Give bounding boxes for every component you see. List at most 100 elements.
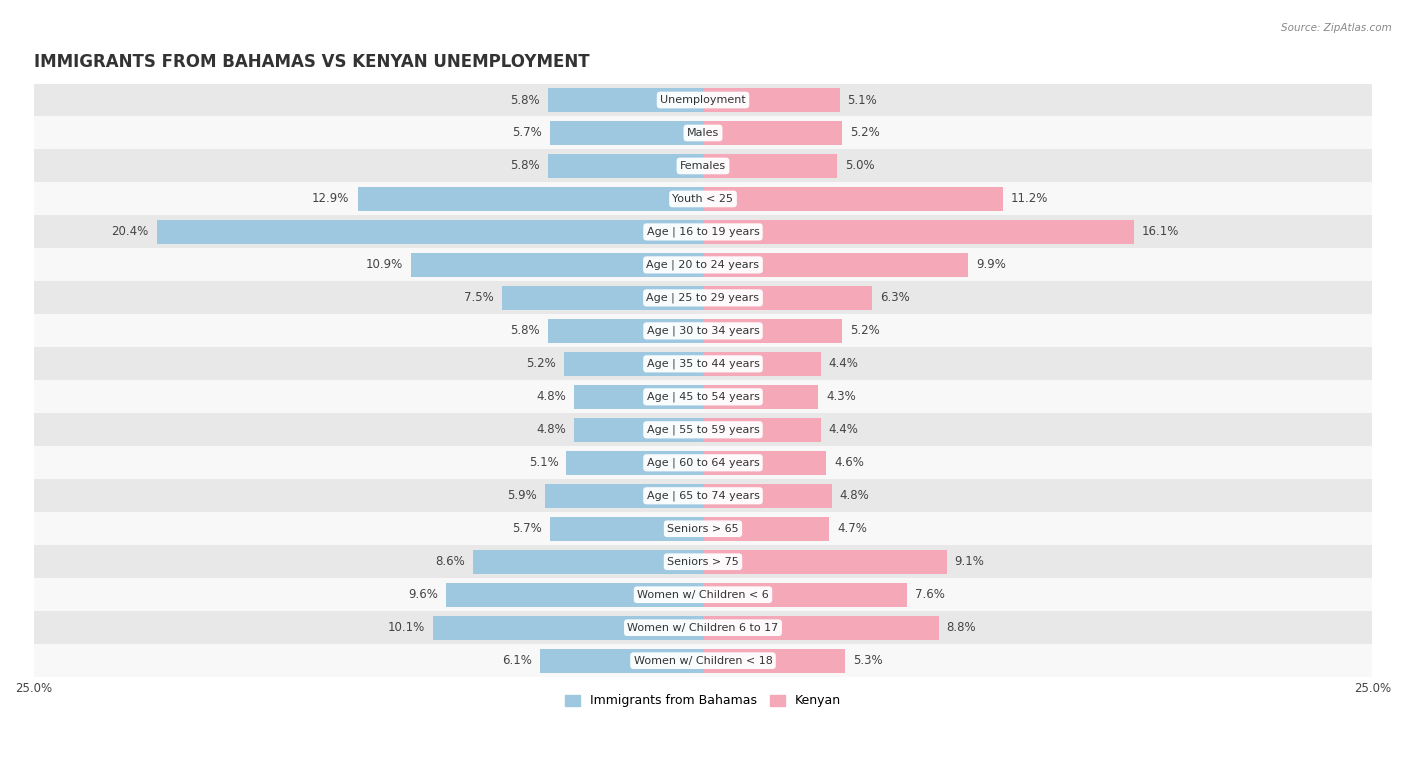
Bar [567,451,703,475]
Bar [34,447,1372,479]
Text: 4.3%: 4.3% [827,391,856,403]
Bar [703,253,969,277]
Bar [703,418,821,441]
Text: 5.7%: 5.7% [513,522,543,535]
Bar [703,451,827,475]
Bar [548,88,703,112]
Bar [34,216,1372,248]
Bar [34,413,1372,447]
Text: 5.2%: 5.2% [526,357,555,370]
Text: 4.7%: 4.7% [837,522,866,535]
Bar [703,121,842,145]
Bar [34,611,1372,644]
Text: 10.9%: 10.9% [366,258,404,272]
Bar [34,248,1372,282]
Text: Source: ZipAtlas.com: Source: ZipAtlas.com [1281,23,1392,33]
Bar [34,545,1372,578]
Bar [564,352,703,375]
Text: 4.6%: 4.6% [834,456,865,469]
Text: Age | 20 to 24 years: Age | 20 to 24 years [647,260,759,270]
Text: Age | 45 to 54 years: Age | 45 to 54 years [647,391,759,402]
Text: 8.8%: 8.8% [946,621,976,634]
Text: 9.6%: 9.6% [408,588,437,601]
Text: 5.2%: 5.2% [851,324,880,338]
Bar [703,154,837,178]
Bar [548,319,703,343]
Text: Age | 35 to 44 years: Age | 35 to 44 years [647,359,759,369]
Text: 4.8%: 4.8% [537,423,567,436]
Bar [34,347,1372,380]
Text: Seniors > 75: Seniors > 75 [666,556,740,567]
Bar [433,616,703,640]
Bar [357,187,703,210]
Bar [34,479,1372,512]
Bar [703,220,1135,244]
Bar [575,385,703,409]
Text: 5.3%: 5.3% [853,654,883,667]
Text: Males: Males [688,128,718,138]
Text: 5.8%: 5.8% [510,94,540,107]
Bar [703,352,821,375]
Text: 5.7%: 5.7% [513,126,543,139]
Bar [548,154,703,178]
Bar [703,286,872,310]
Bar [575,418,703,441]
Text: Females: Females [681,161,725,171]
Text: 4.8%: 4.8% [537,391,567,403]
Text: Women w/ Children 6 to 17: Women w/ Children 6 to 17 [627,623,779,633]
Text: 5.1%: 5.1% [529,456,558,469]
Bar [703,550,946,574]
Text: 4.8%: 4.8% [839,489,869,503]
Text: 8.6%: 8.6% [434,555,464,569]
Bar [34,314,1372,347]
Bar [550,517,703,540]
Text: 5.1%: 5.1% [848,94,877,107]
Bar [703,88,839,112]
Text: 20.4%: 20.4% [111,226,149,238]
Text: Age | 65 to 74 years: Age | 65 to 74 years [647,491,759,501]
Bar [34,149,1372,182]
Text: 7.6%: 7.6% [914,588,945,601]
Text: Age | 55 to 59 years: Age | 55 to 59 years [647,425,759,435]
Bar [472,550,703,574]
Text: Age | 16 to 19 years: Age | 16 to 19 years [647,226,759,237]
Bar [34,644,1372,678]
Bar [540,649,703,672]
Bar [34,182,1372,216]
Bar [34,282,1372,314]
Text: Unemployment: Unemployment [661,95,745,105]
Bar [34,578,1372,611]
Legend: Immigrants from Bahamas, Kenyan: Immigrants from Bahamas, Kenyan [560,690,846,712]
Text: 9.1%: 9.1% [955,555,984,569]
Text: Youth < 25: Youth < 25 [672,194,734,204]
Text: Age | 25 to 29 years: Age | 25 to 29 years [647,293,759,303]
Text: Age | 30 to 34 years: Age | 30 to 34 years [647,326,759,336]
Text: Seniors > 65: Seniors > 65 [668,524,738,534]
Bar [703,187,1002,210]
Bar [446,583,703,606]
Bar [502,286,703,310]
Bar [34,512,1372,545]
Bar [34,83,1372,117]
Text: 7.5%: 7.5% [464,291,494,304]
Text: 12.9%: 12.9% [312,192,350,205]
Bar [411,253,703,277]
Text: Women w/ Children < 18: Women w/ Children < 18 [634,656,772,665]
Bar [550,121,703,145]
Bar [703,649,845,672]
Text: 6.1%: 6.1% [502,654,531,667]
Text: 5.2%: 5.2% [851,126,880,139]
Text: 16.1%: 16.1% [1142,226,1180,238]
Text: 5.0%: 5.0% [845,160,875,173]
Text: 9.9%: 9.9% [976,258,1007,272]
Text: IMMIGRANTS FROM BAHAMAS VS KENYAN UNEMPLOYMENT: IMMIGRANTS FROM BAHAMAS VS KENYAN UNEMPL… [34,53,589,71]
Text: 5.9%: 5.9% [508,489,537,503]
Text: 5.8%: 5.8% [510,160,540,173]
Bar [546,484,703,508]
Bar [703,517,830,540]
Bar [703,616,939,640]
Text: 4.4%: 4.4% [830,423,859,436]
Bar [703,385,818,409]
Bar [156,220,703,244]
Bar [34,380,1372,413]
